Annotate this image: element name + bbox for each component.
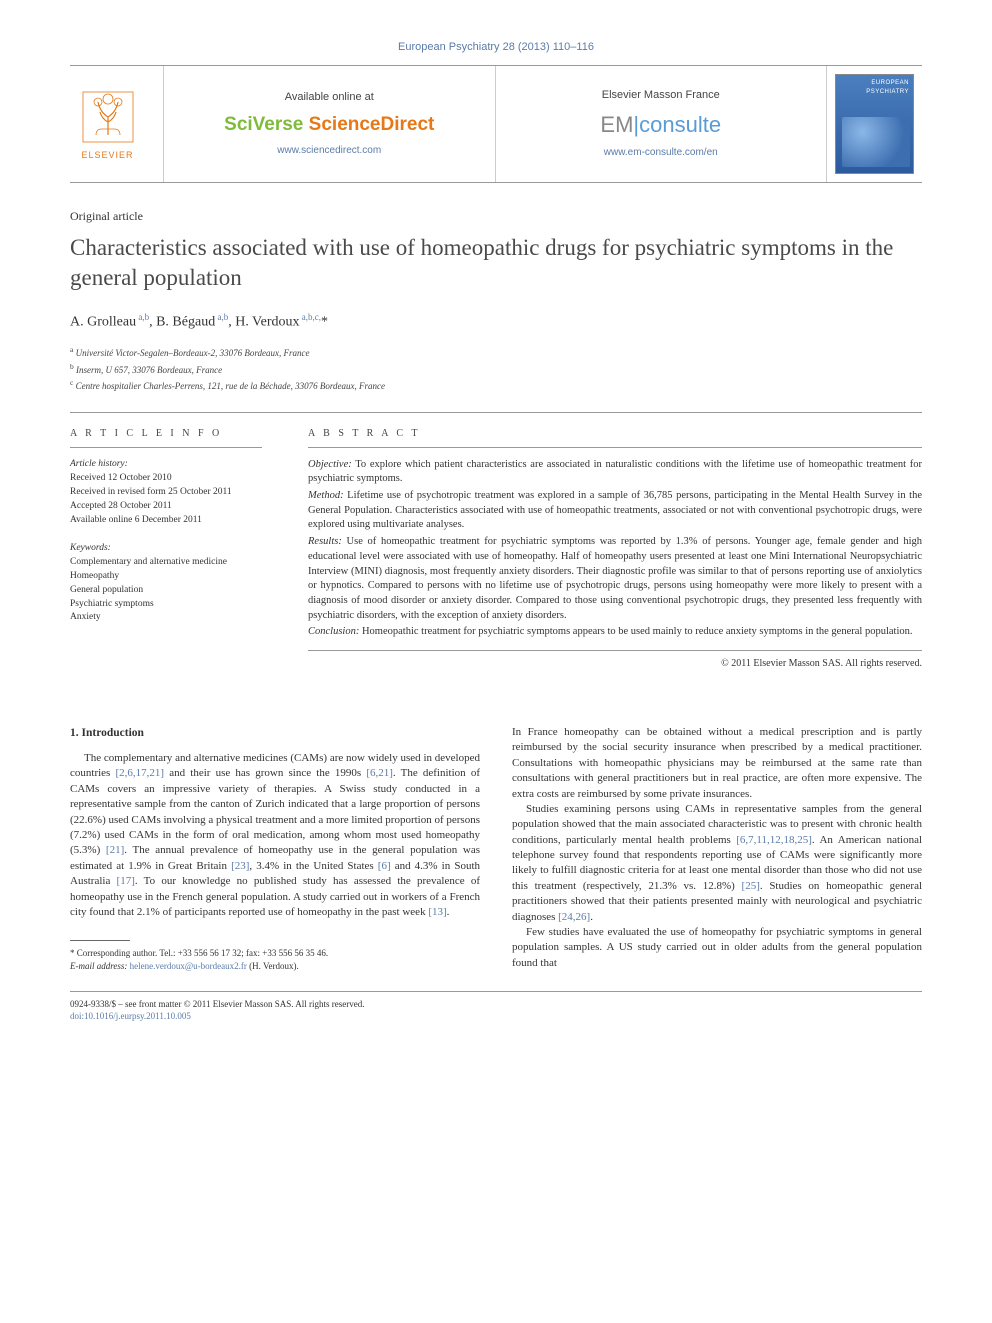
page-footer: 0924-9338/$ – see front matter © 2011 El… xyxy=(70,991,922,1023)
consulte-word: consulte xyxy=(639,112,721,137)
ref-link[interactable]: [6,7,11,12,18,25] xyxy=(736,834,812,846)
keywords-block: Keywords: Complementary and alternative … xyxy=(70,542,262,626)
copyright-line: 0924-9338/$ – see front matter © 2011 El… xyxy=(70,998,922,1011)
ref-link[interactable]: [24,26] xyxy=(558,911,590,923)
body-col-right: In France homeopathy can be obtained wit… xyxy=(512,725,922,973)
history-online: Available online 6 December 2011 xyxy=(70,514,262,528)
emconsulte-brand: EM|consulte xyxy=(506,110,817,141)
elsevier-label: ELSEVIER xyxy=(81,149,133,162)
elsevier-logo: ELSEVIER xyxy=(70,84,145,164)
masthead-sciencedirect: Available online at SciVerse ScienceDire… xyxy=(164,66,495,182)
email-who: (H. Verdoux). xyxy=(247,961,299,971)
abstract-results: Results: Use of homeopathic treatment fo… xyxy=(308,535,922,623)
sciencedirect-url[interactable]: www.sciencedirect.com xyxy=(174,144,485,158)
history-accepted: Accepted 28 October 2011 xyxy=(70,500,262,514)
affiliations: a Université Victor-Segalen–Bordeaux-2, … xyxy=(70,344,922,394)
masthead-emconsulte: Elsevier Masson France EM|consulte www.e… xyxy=(495,66,827,182)
journal-cover-title: EUROPEAN PSYCHIATRY xyxy=(840,79,909,96)
abstract-conclusion: Conclusion: Homeopathic treatment for ps… xyxy=(308,625,922,640)
ref-link[interactable]: [25] xyxy=(742,880,760,892)
article-history-block: Article history: Received 12 October 201… xyxy=(70,458,262,528)
keyword: Anxiety xyxy=(70,611,262,625)
footnote-separator xyxy=(70,940,130,941)
publisher-logo-block: ELSEVIER xyxy=(70,66,163,182)
abstract-copyright: © 2011 Elsevier Masson SAS. All rights r… xyxy=(308,650,922,671)
journal-cover-image xyxy=(842,117,910,167)
keyword: Psychiatric symptoms xyxy=(70,598,262,612)
abstract-objective: Objective: To explore which patient char… xyxy=(308,458,922,487)
avail-text-left: Available online at xyxy=(174,90,485,105)
affiliation-b: b Inserm, U 657, 33076 Bordeaux, France xyxy=(70,361,922,378)
body-columns: 1. Introduction The complementary and al… xyxy=(70,725,922,973)
intro-paragraph-1: The complementary and alternative medici… xyxy=(70,751,480,920)
intro-paragraph-1-cont: In France homeopathy can be obtained wit… xyxy=(512,725,922,802)
masthead-center: Available online at SciVerse ScienceDire… xyxy=(163,66,827,182)
authors: A. Grolleau a,b, B. Bégaud a,b, H. Verdo… xyxy=(70,311,922,332)
corresponding-author-footnote: * Corresponding author. Tel.: +33 556 56… xyxy=(70,947,480,960)
journal-cover-block: EUROPEAN PSYCHIATRY xyxy=(827,66,922,182)
history-revised: Received in revised form 25 October 2011 xyxy=(70,486,262,500)
article-type: Original article xyxy=(70,208,922,225)
article-info-heading: A R T I C L E I N F O xyxy=(70,427,262,448)
sciencedirect-word: ScienceDirect xyxy=(309,114,435,135)
affiliation-a: a Université Victor-Segalen–Bordeaux-2, … xyxy=(70,344,922,361)
abstract-heading: A B S T R A C T xyxy=(308,427,922,448)
intro-paragraph-2: Studies examining persons using CAMs in … xyxy=(512,802,922,925)
email-label: E-mail address: xyxy=(70,961,127,971)
journal-cover: EUROPEAN PSYCHIATRY xyxy=(835,74,914,174)
avail-text-right: Elsevier Masson France xyxy=(506,88,817,103)
doi-link[interactable]: doi:10.1016/j.eurpsy.2011.10.005 xyxy=(70,1010,922,1023)
keywords-label: Keywords: xyxy=(70,542,262,556)
ref-link[interactable]: [17] xyxy=(117,875,135,887)
article-info: A R T I C L E I N F O Article history: R… xyxy=(70,413,280,685)
ref-link[interactable]: [6,21] xyxy=(366,767,393,779)
page-container: European Psychiatry 28 (2013) 110–116 EL… xyxy=(0,0,992,1063)
elsevier-tree-icon xyxy=(78,87,138,147)
body-col-left: 1. Introduction The complementary and al… xyxy=(70,725,480,973)
emconsulte-url[interactable]: www.em-consulte.com/en xyxy=(506,146,817,160)
article-title: Characteristics associated with use of h… xyxy=(70,233,922,293)
ref-link[interactable]: [13] xyxy=(428,906,446,918)
keyword: General population xyxy=(70,584,262,598)
keyword: Complementary and alternative medicine xyxy=(70,556,262,570)
section-heading-intro: 1. Introduction xyxy=(70,725,480,741)
ref-link[interactable]: [6] xyxy=(378,860,391,872)
ref-link[interactable]: [23] xyxy=(231,860,249,872)
email-footnote: E-mail address: helene.verdoux@u-bordeau… xyxy=(70,960,480,973)
sciverse-word: SciVerse xyxy=(224,114,309,135)
affiliation-c: c Centre hospitalier Charles-Perrens, 12… xyxy=(70,377,922,394)
masthead: ELSEVIER Available online at SciVerse Sc… xyxy=(70,65,922,183)
info-abstract-row: A R T I C L E I N F O Article history: R… xyxy=(70,412,922,685)
sciverse-brand: SciVerse ScienceDirect xyxy=(174,112,485,139)
journal-citation: European Psychiatry 28 (2013) 110–116 xyxy=(70,40,922,55)
history-label: Article history: xyxy=(70,458,262,472)
history-received: Received 12 October 2010 xyxy=(70,472,262,486)
keyword: Homeopathy xyxy=(70,570,262,584)
abstract: A B S T R A C T Objective: To explore wh… xyxy=(280,413,922,685)
ref-link[interactable]: [21] xyxy=(106,844,124,856)
em-word: EM xyxy=(600,112,633,137)
ref-link[interactable]: [2,6,17,21] xyxy=(115,767,164,779)
email-link[interactable]: helene.verdoux@u-bordeaux2.fr xyxy=(130,961,247,971)
intro-paragraph-3: Few studies have evaluated the use of ho… xyxy=(512,925,922,971)
abstract-method: Method: Lifetime use of psychotropic tre… xyxy=(308,489,922,533)
